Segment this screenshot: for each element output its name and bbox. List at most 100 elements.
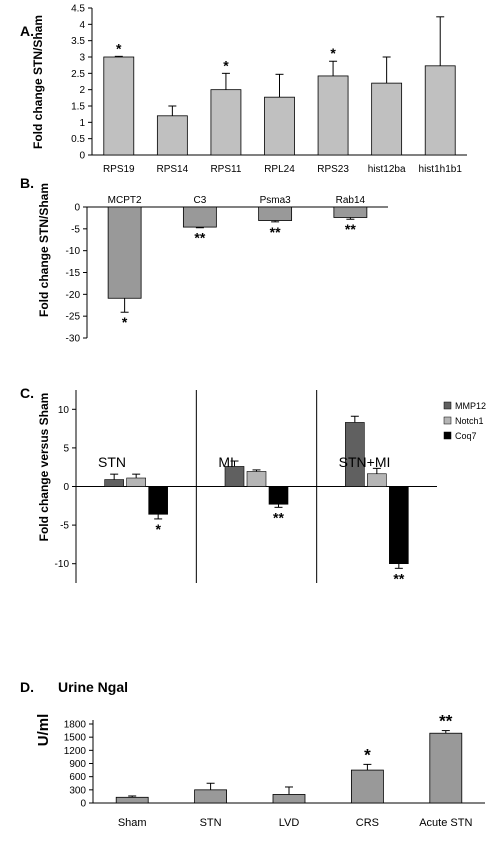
panel-c-label: C. xyxy=(20,385,34,401)
panel-b-ytick-label: -20 xyxy=(66,290,81,301)
panel-d-category-label: Acute STN xyxy=(419,817,472,829)
panel-d-ytick-label: 0 xyxy=(80,799,86,810)
panel-c-bar-mmp12 xyxy=(104,479,124,487)
panel-b-significance: * xyxy=(122,314,128,330)
panel-a-ytick-label: 2.5 xyxy=(71,69,85,80)
panel-c-legend-swatch xyxy=(443,401,452,410)
panel-c-significance: ** xyxy=(273,509,284,525)
panel-b-category-label: MCPT2 xyxy=(108,195,142,206)
panel-a-bar-rps14 xyxy=(156,115,188,156)
panel-b-bar-mcpt2 xyxy=(107,206,142,299)
panel-c-group-label: STN+MI xyxy=(339,454,391,470)
panel-c-legend-label: MMP12 xyxy=(455,401,486,411)
panel-d-significance: * xyxy=(364,745,371,764)
panel-a-ytick-label: 0.5 xyxy=(71,134,85,145)
panel-b-bar-psma3 xyxy=(258,206,293,221)
panel-a-bar-rpl24 xyxy=(264,96,295,156)
panel-a-bar-rps23 xyxy=(317,75,349,156)
panel-b-bar-c3 xyxy=(182,206,217,228)
panel-c-significance: ** xyxy=(393,570,404,586)
panel-b-bar-rab14 xyxy=(333,206,368,218)
panel-a-ytick-label: 3 xyxy=(79,53,85,64)
panel-c-ytick-label: 10 xyxy=(58,405,70,416)
panel-c-ytick-label: 0 xyxy=(63,482,69,493)
panel-c-bar-notch1 xyxy=(246,471,267,487)
panel-a-bar-hist12ba xyxy=(371,82,403,156)
panel-c-significance: * xyxy=(155,521,161,537)
panel-a: A. Fold change STN/Sham 0 0.5 1 1.5 2 2.5 3 3.5… xyxy=(20,4,467,175)
panel-c-bar-coq7 xyxy=(148,486,168,515)
panel-c-bar-notch1 xyxy=(367,473,387,487)
panel-a-bar-rps11 xyxy=(210,89,242,156)
panel-b-ytick-label: -30 xyxy=(66,334,81,345)
panel-c-legend-swatch xyxy=(443,416,452,425)
panel-b-ytick-label: -25 xyxy=(66,312,81,323)
panel-d-bar-sham xyxy=(115,796,149,804)
panel-c-ytick-label: 5 xyxy=(63,443,69,454)
panel-a-category-label: RPS11 xyxy=(210,164,241,175)
panel-a-ytick-label: 2 xyxy=(79,85,85,96)
panel-c-bar-coq7 xyxy=(389,486,409,564)
panel-d-ytick-label: 1800 xyxy=(64,720,87,731)
panel-d-significance: ** xyxy=(439,712,453,731)
panel-c-group-label: STN xyxy=(98,454,126,470)
panel-c-legend-label: Coq7 xyxy=(455,431,477,441)
panel-d-ytick-label: 1200 xyxy=(64,746,87,757)
panel-a-label: A. xyxy=(20,23,34,39)
panel-c-legend-swatch xyxy=(443,431,452,440)
panel-d-category-label: Sham xyxy=(118,817,147,829)
panel-a-category-label: RPL24 xyxy=(264,164,295,175)
panel-b-category-label: Rab14 xyxy=(336,195,366,206)
panel-a-category-label: RPS23 xyxy=(317,164,349,175)
panel-c-bar-notch1 xyxy=(126,477,146,487)
panel-a-category-label: hist12ba xyxy=(368,164,406,175)
panel-a-ytick-label: 3.5 xyxy=(71,36,85,47)
panel-d-category-label: CRS xyxy=(356,817,379,829)
panel-a-significance: * xyxy=(330,45,336,61)
panel-d: D. Urine Ngal U/ml 0 300 600 900 1200 1500 180… xyxy=(20,679,485,829)
panel-c-ylabel: Fold change versus Sham xyxy=(37,393,51,542)
panel-b-ytick-label: -15 xyxy=(66,268,81,279)
panel-a-ytick-label: 0 xyxy=(79,151,85,162)
panel-d-title: Urine Ngal xyxy=(58,679,128,695)
panel-d-bar-crs xyxy=(350,769,384,804)
panel-d-category-label: LVD xyxy=(279,817,300,829)
panel-a-ylabel: Fold change STN/Sham xyxy=(31,15,45,149)
panel-c-bar-coq7 xyxy=(268,486,289,505)
panel-c-ytick-label: -10 xyxy=(55,559,70,570)
panel-b-significance: ** xyxy=(270,224,281,240)
panel-d-ytick-label: 300 xyxy=(69,785,86,796)
panel-a-ytick-label: 1 xyxy=(79,118,85,129)
panel-b-ytick-label: 0 xyxy=(74,203,80,214)
panel-d-ytick-label: 1500 xyxy=(64,733,87,744)
panel-a-category-label: RPS14 xyxy=(157,164,189,175)
panel-a-significance: * xyxy=(223,57,229,73)
panel-a-category-label: RPS19 xyxy=(103,164,135,175)
panel-c-legend-label: Notch1 xyxy=(455,416,484,426)
panel-a-category-label: hist1h1b1 xyxy=(419,164,463,175)
panel-a-significance: * xyxy=(116,40,122,56)
panel-d-category-label: STN xyxy=(200,817,222,829)
panel-b-ylabel: Fold change STN/Sham xyxy=(37,183,51,317)
panel-b-significance: ** xyxy=(345,221,356,237)
panel-d-ytick-label: 900 xyxy=(69,759,86,770)
panel-a-ytick-label: 4.5 xyxy=(71,4,85,15)
panel-a-bar-rps19 xyxy=(103,56,135,156)
panel-b: B. Fold change STN/Sham 0 -5 -10 -15 -20 -25 -… xyxy=(20,175,388,345)
panel-b-category-label: C3 xyxy=(193,195,206,206)
panel-a-ytick-label: 4 xyxy=(79,20,85,31)
panel-d-bar-stn xyxy=(194,789,228,804)
panel-a-ytick-label: 1.5 xyxy=(71,102,85,113)
panel-d-ylabel: U/ml xyxy=(35,714,52,747)
panel-a-bar-hist1h1b1 xyxy=(424,65,456,156)
panel-c-ytick-label: -5 xyxy=(60,521,69,532)
panel-d-bar-lvd xyxy=(272,794,306,804)
panel-b-significance: ** xyxy=(194,230,205,246)
panel-b-category-label: Psma3 xyxy=(260,195,292,206)
panel-d-label: D. xyxy=(20,679,34,695)
panel-b-ytick-label: -5 xyxy=(71,224,80,235)
panel-b-label: B. xyxy=(20,175,34,191)
panel-b-ytick-label: -10 xyxy=(66,246,81,257)
